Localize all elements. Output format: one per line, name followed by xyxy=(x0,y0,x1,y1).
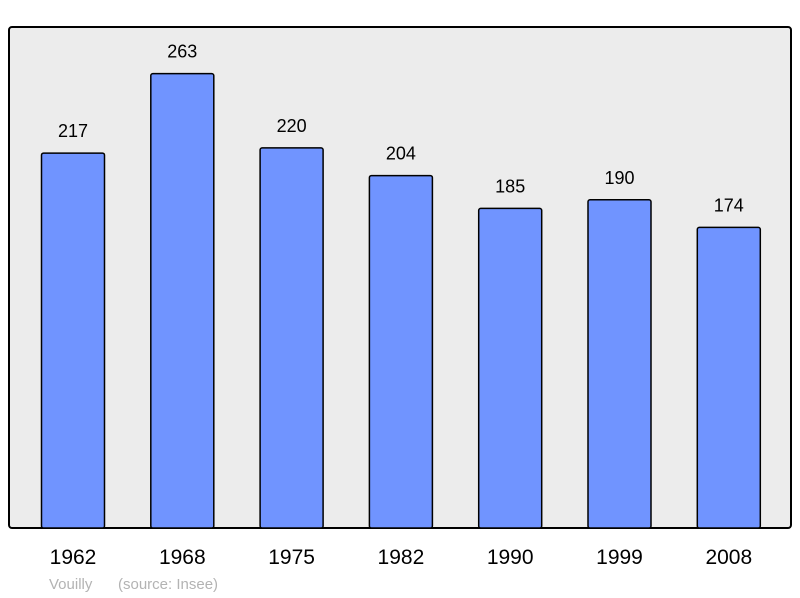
bar-1999 xyxy=(587,199,652,529)
value-label-1990: 185 xyxy=(495,176,525,196)
bar-1982 xyxy=(368,174,434,529)
footer-place: Vouilly xyxy=(49,576,93,593)
value-label-1982: 204 xyxy=(386,144,416,164)
bar-1990 xyxy=(477,207,543,529)
bar-1962 xyxy=(40,152,106,529)
value-label-1968: 263 xyxy=(167,42,197,62)
x-tick-label-1975: 1975 xyxy=(268,546,315,569)
x-tick-label-2008: 2008 xyxy=(705,546,752,569)
value-label-1962: 217 xyxy=(58,121,88,141)
x-tick-label-1968: 1968 xyxy=(159,546,206,569)
bar-2008 xyxy=(696,226,762,529)
bar-1968 xyxy=(150,72,215,529)
x-tick-label-1999: 1999 xyxy=(596,546,643,569)
footer-source: (source: Insee) xyxy=(118,576,218,593)
value-label-1975: 220 xyxy=(277,116,307,136)
x-tick-label-1982: 1982 xyxy=(378,546,425,569)
x-tick-label-1990: 1990 xyxy=(487,546,534,569)
value-label-1999: 190 xyxy=(604,168,634,188)
bar-1975 xyxy=(259,147,324,529)
x-tick-label-1962: 1962 xyxy=(50,546,97,569)
value-label-2008: 174 xyxy=(714,195,744,215)
